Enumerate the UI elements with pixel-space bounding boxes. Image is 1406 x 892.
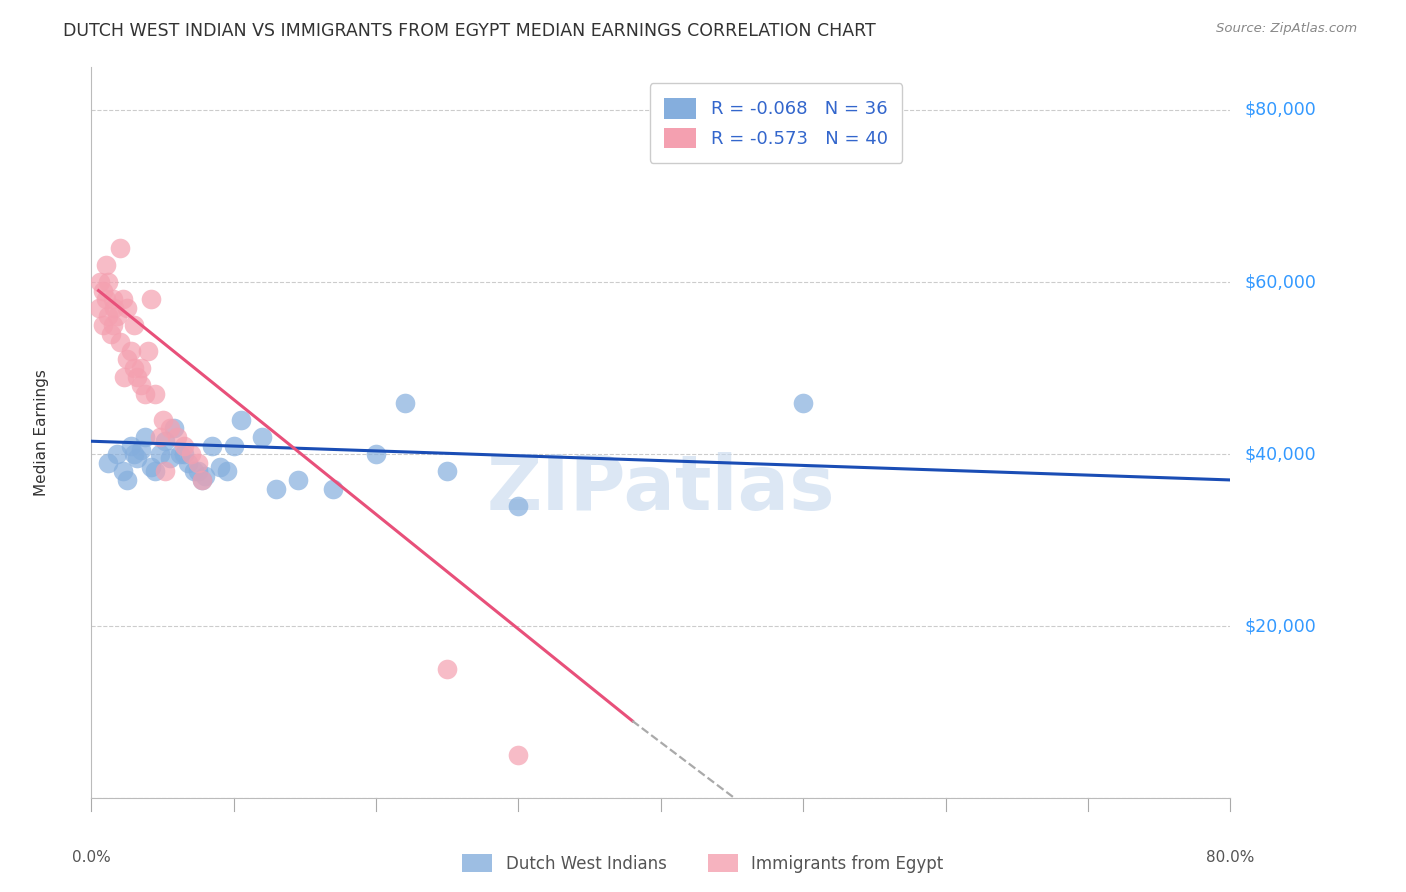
Point [792,395,814,409]
Point [100,326,122,341]
Point [120,343,142,358]
Point [111,292,134,306]
Point [201,438,224,452]
Point [394,395,416,409]
Point [87,301,110,315]
Point [122,447,145,461]
Point [152,413,174,427]
Point [89,275,111,289]
Point [159,451,181,466]
Point [125,369,148,384]
Point [97,310,120,324]
Point [508,748,530,763]
Text: $20,000: $20,000 [1244,617,1316,635]
Point [180,447,202,461]
Point [105,310,128,324]
Text: $60,000: $60,000 [1244,273,1316,291]
Point [149,430,172,444]
Point [159,421,181,435]
Point [120,438,142,452]
Point [101,292,124,306]
Point [129,361,152,376]
Point [101,318,124,332]
Point [166,430,188,444]
Point [115,301,138,315]
Point [145,387,167,401]
Point [122,361,145,376]
Point [108,241,131,255]
Point [266,482,288,496]
Point [141,292,163,306]
Point [125,451,148,466]
Text: DUTCH WEST INDIAN VS IMMIGRANTS FROM EGYPT MEDIAN EARNINGS CORRELATION CHART: DUTCH WEST INDIAN VS IMMIGRANTS FROM EGY… [63,22,876,40]
Point [103,301,125,315]
Point [191,473,214,487]
Point [436,464,458,478]
Point [91,318,114,332]
Point [129,442,152,457]
Point [155,434,177,449]
Text: Median Earnings: Median Earnings [34,369,49,496]
Point [94,258,117,272]
Point [250,430,273,444]
Text: $80,000: $80,000 [1244,101,1316,119]
Text: Source: ZipAtlas.com: Source: ZipAtlas.com [1216,22,1357,36]
Text: $40,000: $40,000 [1244,445,1316,463]
Point [108,335,131,350]
Point [122,318,145,332]
Point [187,464,209,478]
Text: 80.0%: 80.0% [1206,850,1254,865]
Point [115,473,138,487]
Point [173,447,195,461]
Point [194,468,217,483]
Point [191,473,214,487]
Point [141,460,163,475]
Point [115,352,138,367]
Point [105,447,128,461]
Point [508,499,530,513]
Point [364,447,387,461]
Point [134,430,156,444]
Point [208,460,231,475]
Legend: R = -0.068   N = 36, R = -0.573   N = 40: R = -0.068 N = 36, R = -0.573 N = 40 [650,83,903,163]
Point [173,438,195,452]
Point [163,421,186,435]
Point [229,413,252,427]
Point [138,343,160,358]
Point [322,482,344,496]
Point [94,292,117,306]
Point [215,464,238,478]
Text: ZIPatlas: ZIPatlas [486,451,835,525]
Point [155,464,177,478]
Point [129,378,152,392]
Point [177,456,200,470]
Point [134,387,156,401]
Point [145,464,167,478]
Legend: Dutch West Indians, Immigrants from Egypt: Dutch West Indians, Immigrants from Egyp… [456,847,950,880]
Point [187,456,209,470]
Point [97,456,120,470]
Point [112,369,135,384]
Point [111,464,134,478]
Point [183,464,205,478]
Point [436,662,458,676]
Point [287,473,309,487]
Point [169,447,191,461]
Point [149,447,172,461]
Point [222,438,245,452]
Point [91,284,114,298]
Point [97,275,120,289]
Text: 0.0%: 0.0% [72,850,111,865]
